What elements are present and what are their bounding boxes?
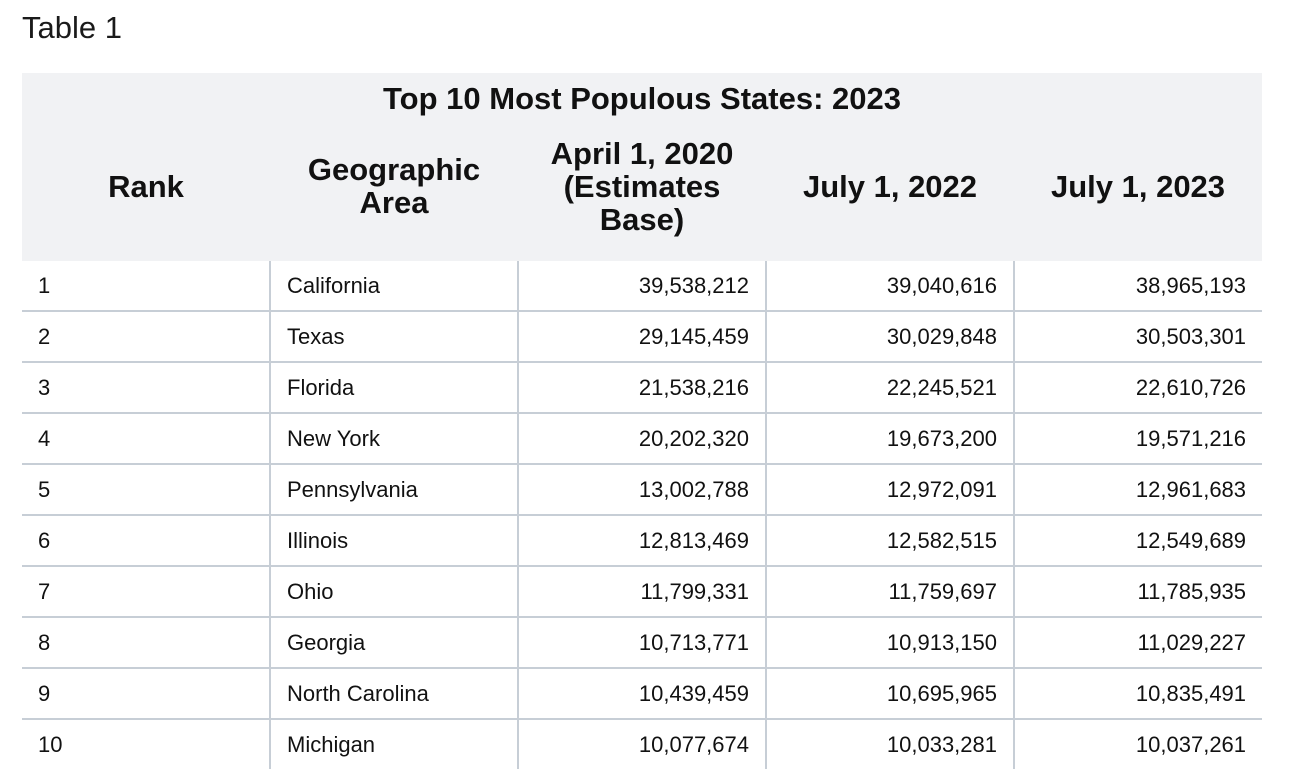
jul2022-cell: 30,029,848 [765, 311, 1014, 363]
rank-cell: 8 [22, 617, 270, 669]
rank-cell: 7 [22, 566, 270, 618]
table-row: 5 Pennsylvania 13,002,788 12,972,091 12,… [22, 464, 1263, 516]
apr2020-cell: 39,538,212 [517, 261, 766, 312]
table-row: 4 New York 20,202,320 19,673,200 19,571,… [22, 413, 1263, 465]
table-row: 8 Georgia 10,713,771 10,913,150 11,029,2… [22, 617, 1263, 669]
jul2022-cell: 19,673,200 [765, 413, 1014, 465]
apr2020-cell: 11,799,331 [517, 566, 766, 618]
area-cell: Georgia [269, 617, 518, 669]
table-caption: Table 1 [22, 10, 122, 45]
column-header-apr2020-line1: April 1, 2020 [550, 135, 734, 171]
rank-cell: 1 [22, 261, 270, 312]
area-cell: New York [269, 413, 518, 465]
table-title-row: Top 10 Most Populous States: 2023 [22, 73, 1263, 119]
table-row: 9 North Carolina 10,439,459 10,695,965 1… [22, 668, 1263, 720]
rank-cell: 6 [22, 515, 270, 567]
jul2022-cell: 11,759,697 [765, 566, 1014, 618]
area-cell: Illinois [269, 515, 518, 567]
jul2023-cell: 30,503,301 [1012, 311, 1263, 363]
rank-cell: 5 [22, 464, 270, 516]
jul2023-cell: 38,965,193 [1012, 261, 1263, 312]
column-header-rank-label: Rank [108, 168, 184, 204]
jul2022-cell: 12,972,091 [765, 464, 1014, 516]
apr2020-cell: 10,439,459 [517, 668, 766, 720]
jul2022-cell: 10,913,150 [765, 617, 1014, 669]
apr2020-cell: 20,202,320 [517, 413, 766, 465]
table-row: 2 Texas 29,145,459 30,029,848 30,503,301 [22, 311, 1263, 363]
jul2022-cell: 12,582,515 [765, 515, 1014, 567]
jul2023-cell: 11,785,935 [1012, 566, 1263, 618]
area-cell: Texas [269, 311, 518, 363]
jul2023-cell: 22,610,726 [1012, 362, 1263, 414]
table-title: Top 10 Most Populous States: 2023 [22, 73, 1263, 119]
jul2022-cell: 39,040,616 [765, 261, 1014, 312]
column-header-area-line1: Geographic [307, 152, 481, 187]
apr2020-cell: 21,538,216 [517, 362, 766, 414]
table-row: 10 Michigan 10,077,674 10,033,281 10,037… [22, 719, 1263, 769]
table-body: 1 California 39,538,212 39,040,616 38,96… [22, 261, 1263, 769]
jul2023-cell: 10,037,261 [1012, 719, 1263, 769]
column-header-area-line2: Area [359, 185, 429, 220]
column-header-jul2022: July 1, 2022 [766, 119, 1014, 261]
column-header-apr2020-line3: Base) [599, 201, 685, 237]
area-cell: Ohio [269, 566, 518, 618]
jul2022-cell: 10,695,965 [765, 668, 1014, 720]
column-header-rank: Rank [22, 119, 270, 261]
area-cell: Florida [269, 362, 518, 414]
column-header-area: Geographic Area [270, 119, 518, 261]
table-row: 3 Florida 21,538,216 22,245,521 22,610,7… [22, 362, 1263, 414]
apr2020-cell: 13,002,788 [517, 464, 766, 516]
apr2020-cell: 10,713,771 [517, 617, 766, 669]
table-row: 1 California 39,538,212 39,040,616 38,96… [22, 261, 1263, 312]
column-header-jul2023-label: July 1, 2023 [1050, 168, 1226, 204]
area-cell: North Carolina [269, 668, 518, 720]
column-header-jul2022-label: July 1, 2022 [802, 168, 978, 204]
rank-cell: 3 [22, 362, 270, 414]
apr2020-cell: 29,145,459 [517, 311, 766, 363]
column-header-jul2023: July 1, 2023 [1014, 119, 1263, 261]
jul2022-cell: 22,245,521 [765, 362, 1014, 414]
area-cell: Pennsylvania [269, 464, 518, 516]
rank-cell: 10 [38, 731, 63, 757]
apr2020-cell: 10,077,674 [517, 719, 766, 769]
area-cell: Michigan [269, 719, 518, 769]
rank-cell: 9 [22, 668, 270, 720]
apr2020-cell: 12,813,469 [517, 515, 766, 567]
jul2023-cell: 12,549,689 [1012, 515, 1263, 567]
jul2023-cell: 12,961,683 [1012, 464, 1263, 516]
jul2023-cell: 19,571,216 [1012, 413, 1263, 465]
column-header-apr2020-line2: (Estimates [563, 168, 721, 204]
column-header-row: Rank Geographic Area April 1, 2020 (Esti… [22, 119, 1263, 261]
column-header-apr2020: April 1, 2020 (Estimates Base) [518, 119, 766, 261]
table-row: 6 Illinois 12,813,469 12,582,515 12,549,… [22, 515, 1263, 567]
jul2023-cell: 10,835,491 [1012, 668, 1263, 720]
rank-cell: 2 [22, 311, 270, 363]
table-row: 7 Ohio 11,799,331 11,759,697 11,785,935 [22, 566, 1263, 618]
population-table: Top 10 Most Populous States: 2023 Rank G… [22, 73, 1263, 769]
jul2023-cell: 11,029,227 [1012, 617, 1263, 669]
area-cell: California [269, 261, 518, 312]
rank-cell: 4 [22, 413, 270, 465]
jul2022-cell: 10,033,281 [765, 719, 1014, 769]
